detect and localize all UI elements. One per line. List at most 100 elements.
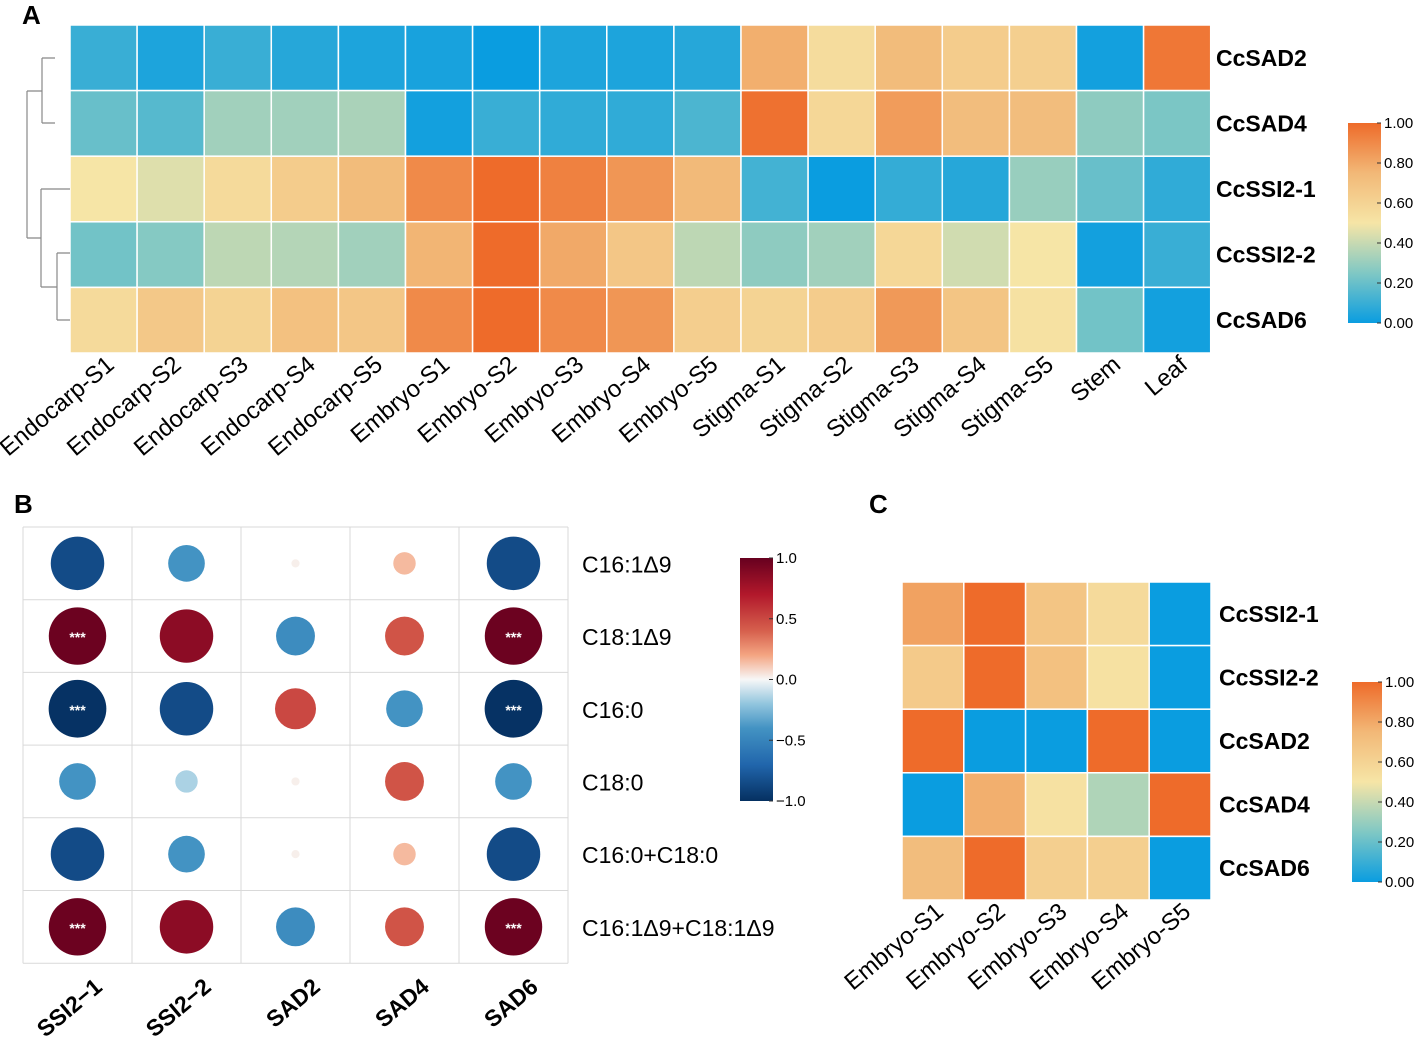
corr-circle-ssi2-1-c16-1-9-c18-1-9: [48, 898, 107, 956]
heat-cell-ccsad2-endocarp-s1: [69, 24, 138, 92]
corr-circle-ssi2-1-c18-1-9: [48, 607, 107, 665]
heat-cell-ccsad6-embryo-s4: [1086, 835, 1150, 901]
heat-cell-ccssi2-2-embryo-s5: [673, 221, 742, 289]
heat-cell-ccssi2-1-embryo-s1: [404, 155, 474, 223]
heat-cell-ccsad6-stigma-s1: [740, 286, 809, 354]
heat-cell-ccsad2-stigma-s2: [807, 24, 876, 92]
legend-tick-label: 0.60: [1384, 195, 1413, 212]
corr-circle-ssi2-1-c16-0: [48, 679, 107, 738]
heat-cell-ccsad2-embryo-s5: [1148, 708, 1212, 774]
heat-cell-ccsad2-endocarp-s3: [203, 24, 273, 92]
heat-cell-ccsad2-embryo-s2: [963, 708, 1027, 774]
heat-cell-ccsad6-endocarp-s1: [69, 286, 138, 354]
legend-tick-label: 0.40: [1384, 235, 1413, 252]
heat-cell-ccsad6-embryo-s2: [471, 286, 541, 354]
heat-cell-ccsad4-endocarp-s3: [203, 89, 273, 157]
row-label-ccsad4: CcSAD4: [1219, 792, 1310, 818]
heat-cell-ccssi2-2-stigma-s5: [1008, 221, 1078, 289]
heat-cell-ccssi2-2-embryo-s2: [963, 644, 1027, 710]
legend-tick-label: 0.40: [1385, 794, 1414, 811]
row-dendrogram: [26, 57, 70, 321]
row-label-c18-1-9: C18:1Δ9: [582, 624, 672, 650]
heat-cell-ccssi2-1-embryo-s5: [1148, 581, 1212, 647]
corr-circle-ssi2-2-c16-1-9-c18-1-9: [159, 900, 214, 954]
heat-cell-ccsad4-embryo-s1: [404, 89, 474, 157]
corr-circle-sad6-c16-1-9: [486, 536, 541, 591]
heat-cell-ccsad6-endocarp-s2: [136, 286, 205, 354]
heat-cell-ccssi2-1-endocarp-s5: [337, 155, 407, 223]
heat-cell-ccsad2-endocarp-s5: [337, 24, 407, 92]
dendrogram-branch-sad2-sad4: [41, 57, 55, 124]
row-label-ccssi2-1: CcSSI2-1: [1216, 176, 1316, 202]
row-label-ccssi2-2: CcSSI2-2: [1216, 242, 1316, 268]
heat-cell-ccssi2-2-stem: [1075, 221, 1145, 289]
heat-cell-ccsad6-stigma-s2: [807, 286, 876, 354]
heat-cell-ccsad4-endocarp-s1: [69, 89, 138, 157]
heat-cell-ccssi2-1-embryo-s2: [471, 155, 541, 223]
corr-circle-sad4-c16-0-c18-0: [393, 842, 416, 866]
heat-cell-ccsad2-stem: [1075, 24, 1145, 92]
corr-circle-ssi2-2-c16-0-c18-0: [168, 835, 205, 873]
heat-cell-ccsad4-stigma-s5: [1008, 89, 1078, 157]
heat-cell-ccsad4-stigma-s3: [874, 89, 944, 157]
heat-cell-ccsad2-endocarp-s2: [136, 24, 205, 92]
heat-cell-ccsad6-embryo-s1: [901, 835, 965, 901]
row-label-ccsad4: CcSAD4: [1216, 110, 1307, 136]
heat-cell-ccsad4-embryo-s1: [901, 772, 965, 838]
col-label-sad6: SAD6: [479, 973, 543, 1032]
heat-cell-ccsad4-embryo-s5: [1148, 772, 1212, 838]
dendrogram-branch-ssi2-1: [40, 188, 70, 288]
col-label-endocarp-s4: Endocarp-S4: [196, 351, 321, 462]
col-label-stem: Stem: [1066, 351, 1126, 408]
col-label-sad2: SAD2: [261, 973, 325, 1032]
significance-mark: ***: [505, 702, 522, 718]
heat-cell-ccsad2-embryo-s3: [1024, 708, 1089, 774]
significance-mark: ***: [69, 920, 86, 936]
corr-circle-ssi2-1-c16-0-c18-0: [50, 827, 105, 881]
significance-mark: ***: [69, 629, 86, 645]
heat-cell-ccssi2-2-embryo-s4: [606, 221, 675, 289]
heat-cell-ccssi2-1-endocarp-s3: [203, 155, 273, 223]
legend-tick-label: −1.0: [776, 793, 806, 810]
heat-cell-ccssi2-1-embryo-s3: [1024, 581, 1089, 647]
row-label-c16-0: C16:0: [582, 697, 643, 723]
col-label-sad4: SAD4: [370, 973, 434, 1032]
heat-cell-ccsad4-stigma-s1: [740, 89, 809, 157]
panel-label-c: C: [869, 489, 888, 519]
row-label-c16-1-9: C16:1Δ9: [582, 551, 672, 577]
corr-circle-sad4-c18-0: [385, 761, 424, 801]
heat-cell-ccssi2-1-embryo-s2: [963, 581, 1027, 647]
heat-cell-ccssi2-1-embryo-s4: [606, 155, 675, 223]
heat-cell-ccssi2-1-embryo-s5: [673, 155, 742, 223]
heat-cell-ccssi2-1-stigma-s2: [807, 155, 876, 223]
corr-circle-sad2-c18-0: [291, 777, 300, 786]
legend-tick-label: 0.5: [776, 611, 797, 628]
panel-label-a: A: [22, 0, 41, 30]
corr-circle-sad2-c16-0: [274, 688, 317, 730]
heat-cell-ccsad6-embryo-s1: [404, 286, 474, 354]
heat-cell-ccsad4-leaf: [1142, 89, 1212, 157]
panel-label-b: B: [14, 489, 33, 519]
heat-cell-ccssi2-2-stigma-s3: [874, 221, 944, 289]
significance-mark: ***: [505, 920, 522, 936]
legend-tick-label: 0.80: [1384, 155, 1413, 172]
heat-cell-ccssi2-1-stem: [1075, 155, 1145, 223]
legend-tick-label: 1.00: [1384, 115, 1413, 132]
legend-tick-label: 0.20: [1384, 275, 1413, 292]
legend-colorbar: [1352, 682, 1382, 882]
corr-circle-sad6-c16-0-c18-0: [486, 827, 541, 881]
row-label-ccssi2-1: CcSSI2-1: [1219, 601, 1319, 627]
heat-cell-ccsad6-stigma-s4: [941, 286, 1011, 354]
heat-cell-ccsad6-endocarp-s3: [203, 286, 273, 354]
heat-cell-ccssi2-2-leaf: [1142, 221, 1212, 289]
col-label-endocarp-s2: Endocarp-S2: [62, 351, 187, 462]
legend-tick-label: 1.0: [776, 550, 797, 567]
heat-cell-ccssi2-2-stigma-s2: [807, 221, 876, 289]
heat-cell-ccssi2-2-endocarp-s3: [203, 221, 273, 289]
legend-tick-label: 0.0: [776, 672, 797, 689]
row-label-ccsad6: CcSAD6: [1219, 855, 1310, 881]
heat-cell-ccsad6-embryo-s3: [538, 286, 608, 354]
legend-tick-label: 0.80: [1385, 714, 1414, 731]
heat-cell-ccsad6-leaf: [1142, 286, 1212, 354]
